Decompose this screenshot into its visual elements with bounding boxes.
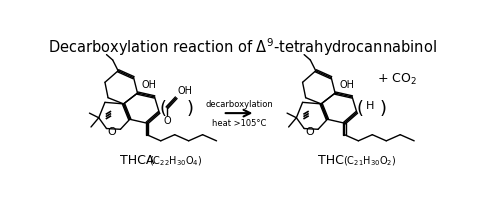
Text: ): ) bbox=[379, 99, 386, 118]
Text: + CO$_{2}$: + CO$_{2}$ bbox=[377, 72, 417, 87]
Text: OH: OH bbox=[178, 86, 193, 96]
Text: (: ( bbox=[159, 99, 166, 118]
Text: heat >105°C: heat >105°C bbox=[212, 118, 266, 127]
Text: THC: THC bbox=[318, 154, 344, 167]
Text: (: ( bbox=[357, 99, 364, 118]
Text: OH: OH bbox=[339, 80, 354, 90]
Text: O: O bbox=[305, 127, 314, 137]
Text: (C$_{21}$H$_{30}$O$_{2}$): (C$_{21}$H$_{30}$O$_{2}$) bbox=[343, 154, 396, 168]
Text: O: O bbox=[163, 116, 171, 126]
Text: H: H bbox=[366, 101, 374, 111]
Text: Decarboxylation reaction of $\Delta^{9}$-tetrahydrocannabinol: Decarboxylation reaction of $\Delta^{9}$… bbox=[48, 36, 436, 58]
Text: O: O bbox=[108, 127, 116, 137]
Text: ): ) bbox=[186, 99, 193, 118]
Text: THCA: THCA bbox=[120, 154, 155, 167]
Text: OH: OH bbox=[142, 80, 156, 90]
Text: decarboxylation: decarboxylation bbox=[205, 99, 273, 108]
Text: (C$_{22}$H$_{30}$O$_{4}$): (C$_{22}$H$_{30}$O$_{4}$) bbox=[149, 154, 203, 168]
